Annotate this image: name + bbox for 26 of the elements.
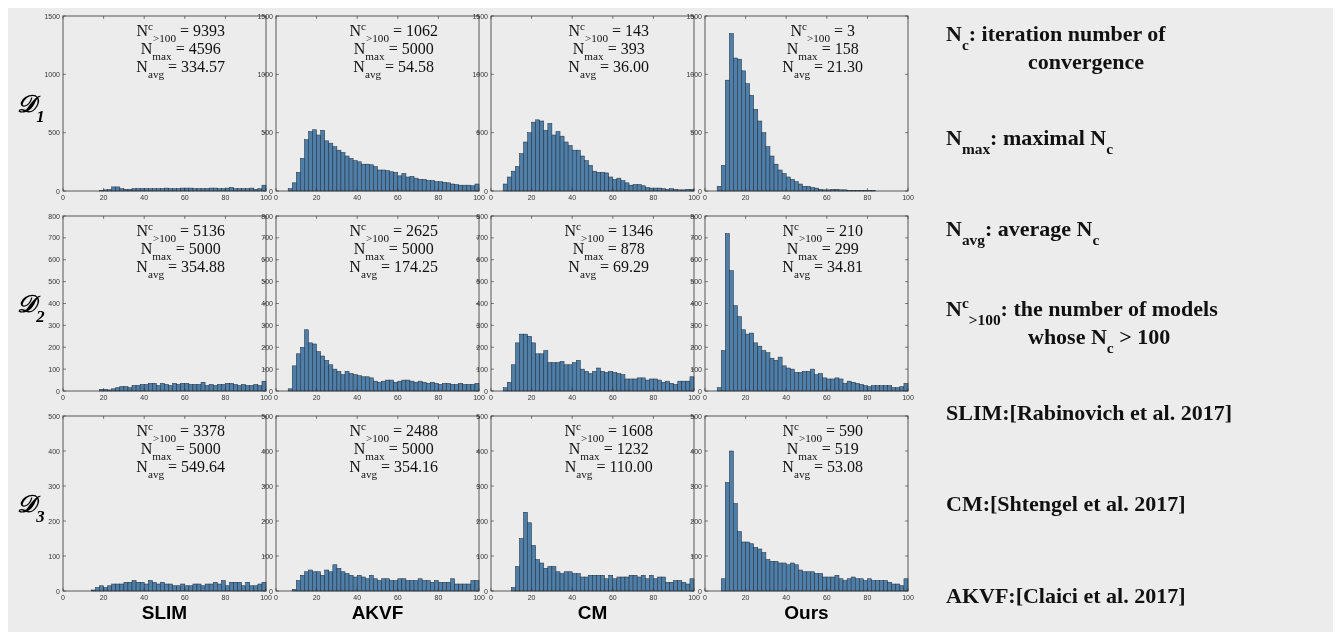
text: N$_{max}$: maximal N$_{c}$ [946, 124, 1114, 157]
annotation: N$^{c}$$_{>100}$ = 2488 [349, 420, 439, 444]
text: CM:[Shtengel et al. 2017] [946, 491, 1186, 517]
annotation: N$^{c}$$_{>100}$ = 9393 [136, 20, 226, 44]
text: SLIM:[Rabinovich et al. 2017] [946, 399, 1232, 425]
x-axis-title: Ours [784, 602, 829, 623]
text: AKVF:[Claici et al. 2017] [946, 583, 1186, 608]
annotation: N$^{c}$$_{>100}$ = 210 [782, 220, 864, 244]
text: N$_{c}$: iteration number of convergence [946, 21, 1167, 74]
y-axis-title: 𝒟$_{2}$ [17, 290, 45, 325]
annotation: N$^{c}$$_{>100}$ = 1346 [564, 220, 654, 244]
annotation: N$^{c}$$_{>100}$ = 5136 [136, 220, 226, 244]
annotation: N$^{c}$$_{>100}$ = 143 [568, 20, 650, 44]
annotation: N$^{c}$$_{>100}$ = 2625 [349, 220, 439, 244]
annotation: N$^{c}$$_{>100}$ = 1062 [349, 20, 439, 44]
text: N$_{avg}$: average N$_{c}$ [946, 216, 1100, 248]
text: N$^{c}$$_{>100}$: the number of models whose N$_{c}$ > 100 [946, 293, 1219, 356]
annotation: N$^{c}$$_{>100}$ = 590 [782, 420, 864, 444]
x-axis-title: AKVF [351, 602, 404, 623]
annotation: N$^{c}$$_{>100}$ = 3378 [136, 420, 226, 444]
y-axis-title: 𝒟$_{1}$ [17, 90, 45, 125]
x-axis-title: CM [577, 602, 608, 623]
annotation: N$^{c}$$_{>100}$ = 3 [790, 20, 856, 44]
annotation: N$^{c}$$_{>100}$ = 1608 [564, 420, 654, 444]
y-axis-title: 𝒟$_{3}$ [17, 490, 45, 525]
x-axis-title: SLIM [141, 602, 188, 623]
